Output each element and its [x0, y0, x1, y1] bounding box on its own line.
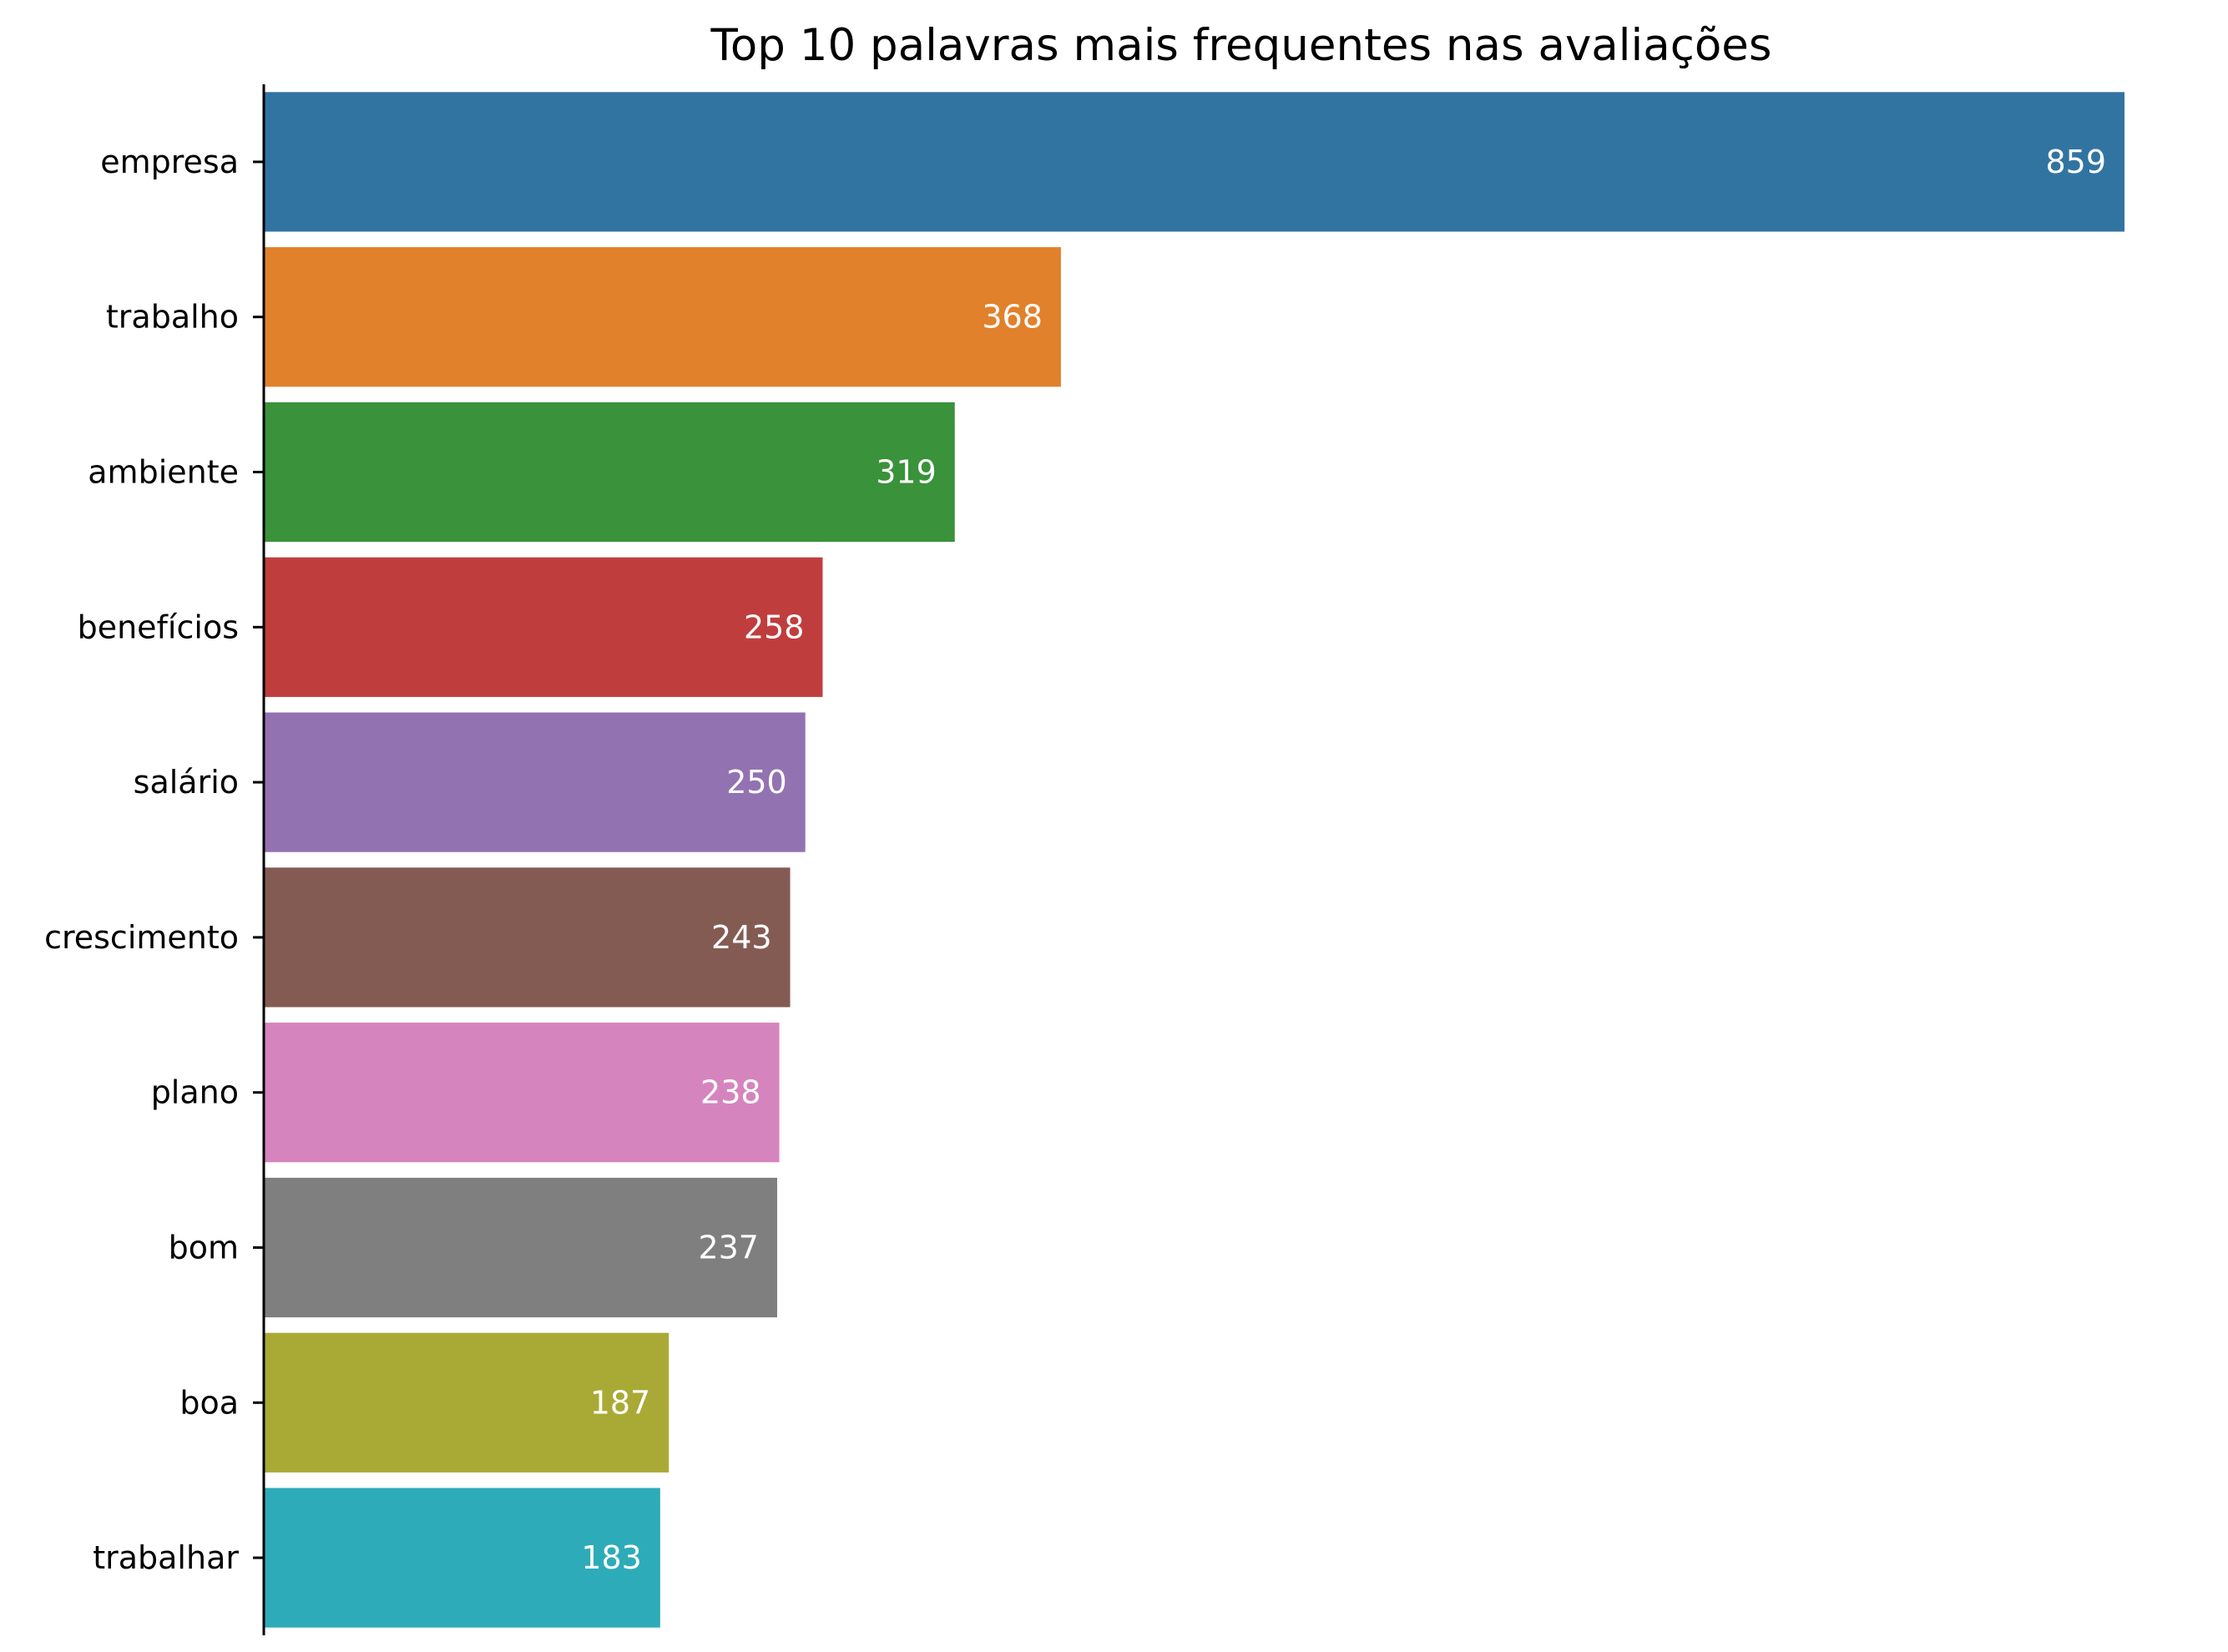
- bar-beneficios: [264, 557, 823, 697]
- chart-title: Top 10 palavras mais frequentes nas aval…: [710, 20, 1771, 71]
- bar-crescimento: [264, 867, 791, 1008]
- data-label-salario: 250: [726, 764, 787, 801]
- y-tick-label-trabalho: trabalho: [106, 299, 239, 336]
- bar-empresa: [264, 92, 2124, 232]
- bar-boa: [264, 1332, 669, 1473]
- y-tick-label-bom: bom: [169, 1230, 239, 1266]
- y-tick-label-plano: plano: [151, 1074, 239, 1111]
- data-label-trabalho: 368: [982, 299, 1043, 336]
- data-label-empresa: 859: [2045, 144, 2106, 180]
- y-tick-label-salario: salário: [134, 764, 239, 801]
- y-tick-label-trabalhar: trabalhar: [93, 1539, 239, 1576]
- bar-plano: [264, 1023, 780, 1163]
- bar-trabalhar: [264, 1488, 660, 1628]
- data-label-trabalhar: 183: [581, 1539, 642, 1576]
- y-ticks-group: empresa trabalho ambiente benefícios salário…: [44, 144, 264, 1576]
- data-labels-group: 859 368 319 258 250 243 238 237 187 183: [581, 144, 2106, 1576]
- data-label-beneficios: 258: [744, 609, 805, 645]
- bars-group: [264, 92, 2124, 1628]
- bar-trabalho: [264, 247, 1061, 387]
- bar-bom: [264, 1177, 777, 1318]
- y-tick-label-boa: boa: [179, 1384, 239, 1421]
- y-tick-label-empresa: empresa: [100, 144, 239, 180]
- data-label-crescimento: 243: [711, 919, 772, 956]
- y-tick-label-ambiente: ambiente: [88, 454, 239, 491]
- bar-salario: [264, 712, 806, 852]
- bar-ambiente: [264, 402, 955, 543]
- y-tick-label-crescimento: crescimento: [44, 919, 239, 956]
- data-label-bom: 237: [698, 1230, 759, 1266]
- data-label-boa: 187: [590, 1384, 651, 1421]
- data-label-plano: 238: [700, 1074, 761, 1111]
- data-label-ambiente: 319: [876, 454, 937, 491]
- y-tick-label-beneficios: benefícios: [78, 609, 239, 645]
